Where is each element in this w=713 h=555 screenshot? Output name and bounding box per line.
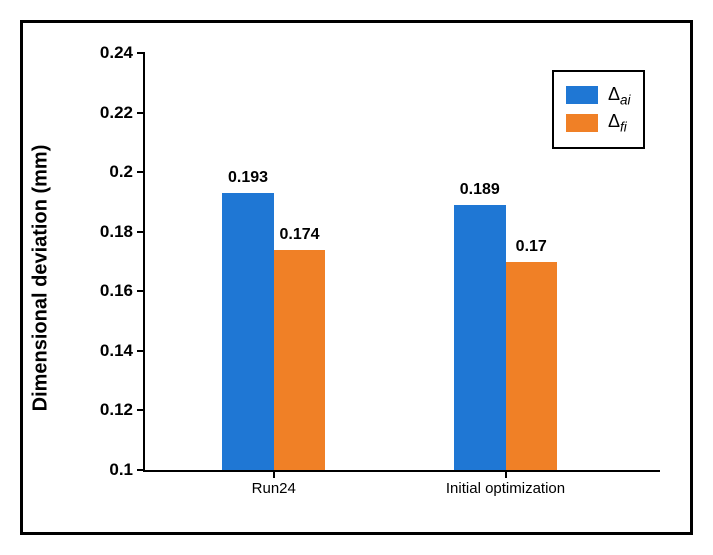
legend-item-delta_ai: Δai (566, 84, 631, 108)
y-tick-mark (137, 469, 145, 471)
y-tick-mark (137, 350, 145, 352)
y-tick-label: 0.14 (100, 341, 133, 361)
bar-value-label: 0.193 (228, 169, 268, 187)
y-tick-label: 0.24 (100, 43, 133, 63)
x-tick-label: Initial optimization (446, 480, 565, 497)
legend: Δai Δfi (552, 70, 645, 149)
bar-delta_ai: 0.189 (454, 205, 506, 470)
chart-outer-frame: Dimensional deviation (mm) 0.10.120.140.… (0, 0, 713, 555)
y-tick-label: 0.22 (100, 103, 133, 123)
y-tick-label: 0.16 (100, 281, 133, 301)
x-tick-mark (505, 470, 507, 478)
bar-delta_ai: 0.193 (222, 193, 274, 470)
bar-value-label: 0.189 (460, 181, 500, 199)
y-tick-label: 0.12 (100, 400, 133, 420)
legend-swatch (566, 86, 598, 104)
bar-delta_fi: 0.174 (274, 250, 326, 470)
y-axis-title: Dimensional deviation (mm) (30, 144, 53, 411)
y-tick-mark (137, 409, 145, 411)
y-tick-mark (137, 52, 145, 54)
x-tick-mark (273, 470, 275, 478)
y-tick-mark (137, 231, 145, 233)
y-tick-label: 0.1 (109, 460, 133, 480)
y-tick-mark (137, 171, 145, 173)
x-tick-label: Run24 (252, 480, 296, 497)
y-tick-mark (137, 112, 145, 114)
legend-swatch (566, 114, 598, 132)
y-tick-label: 0.2 (109, 162, 133, 182)
legend-label: Δai (608, 84, 631, 108)
bar-value-label: 0.174 (279, 226, 319, 244)
chart-border: Dimensional deviation (mm) 0.10.120.140.… (20, 20, 693, 535)
y-tick-label: 0.18 (100, 222, 133, 242)
bar-value-label: 0.17 (516, 238, 547, 256)
legend-item-delta_fi: Δfi (566, 111, 631, 135)
legend-label: Δfi (608, 111, 627, 135)
y-tick-mark (137, 290, 145, 292)
bar-delta_fi: 0.17 (506, 262, 558, 471)
plot-area: 0.10.120.140.160.180.20.220.24Run24Initi… (143, 53, 660, 472)
